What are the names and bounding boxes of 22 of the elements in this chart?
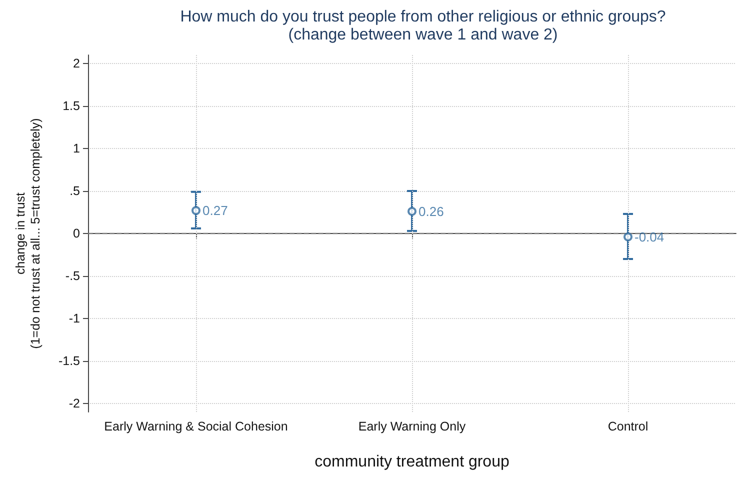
chart-title: How much do you trust people from other religious or ethnic groups? [180, 8, 666, 26]
data-label: 0.26 [418, 204, 444, 219]
y-tick-label: -.5 [65, 269, 80, 283]
data-label: 0.27 [202, 203, 228, 218]
y-tick-label: 1 [73, 142, 80, 156]
x-tick-label: Early Warning Only [358, 420, 466, 434]
y-tick-label: 0 [73, 226, 80, 240]
point [192, 206, 200, 216]
y-axis-title: change in trust (1=do not trust at all... 5=trust completely) [14, 118, 42, 349]
y-tick-label: 2 [73, 56, 80, 70]
point [408, 206, 416, 216]
data-label: -0.04 [634, 229, 664, 244]
y-tick-label: -1.5 [58, 354, 80, 368]
y-tick-label: -1 [68, 312, 80, 326]
x-tick-label: Control [608, 420, 648, 434]
y-tick-label: -2 [68, 396, 80, 410]
point [624, 232, 632, 242]
x-axis-title: community treatment group [314, 454, 510, 470]
y-tick-label: 1.5 [62, 99, 80, 113]
chart-subtitle: (change between wave 1 and wave 2) [288, 26, 558, 44]
x-tick-label: Early Warning & Social Cohesion [104, 420, 288, 434]
y-tick-label: .5 [70, 184, 80, 198]
